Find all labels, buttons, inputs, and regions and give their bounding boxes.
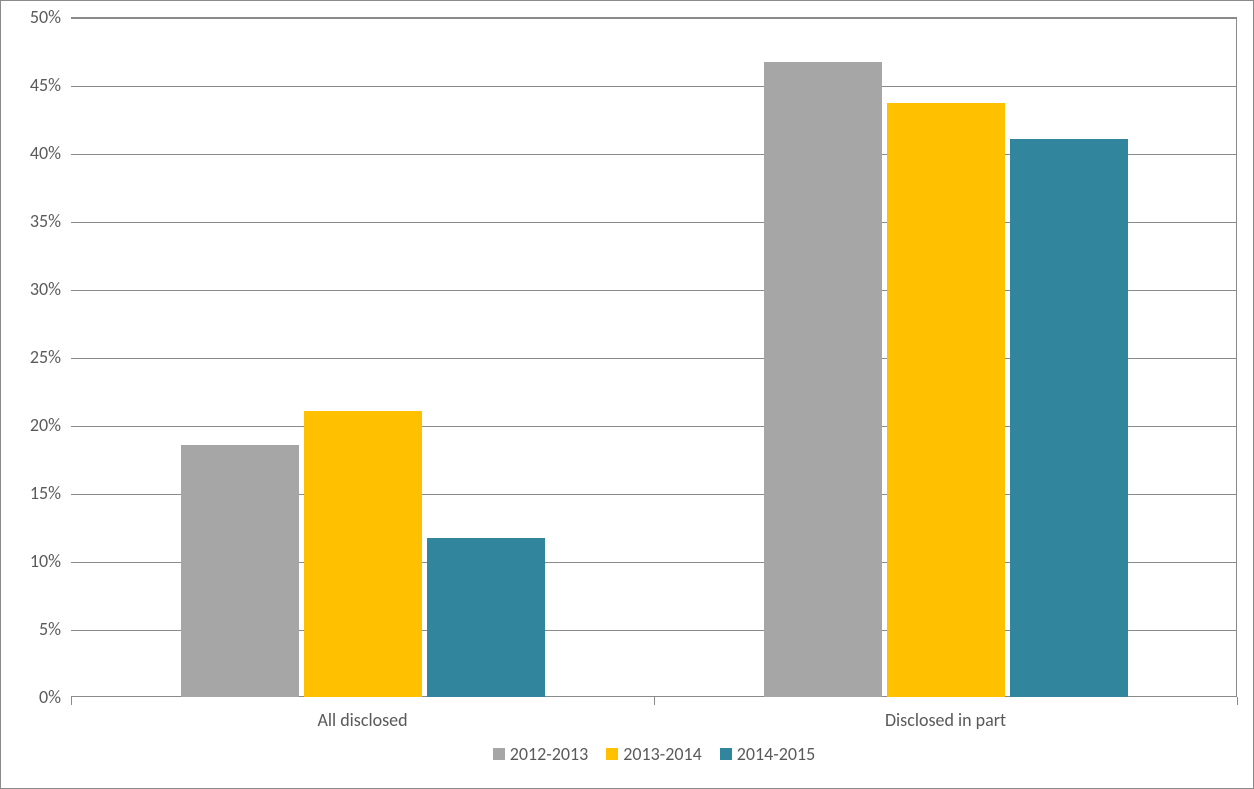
y-axis-label: 25% <box>1 346 61 368</box>
bar <box>1010 139 1128 697</box>
bar <box>181 445 299 697</box>
y-axis-label: 35% <box>1 210 61 232</box>
y-axis-label: 15% <box>1 482 61 504</box>
legend: 2012-2013 2013-2014 2014-2015 <box>71 743 1237 765</box>
legend-swatch <box>493 748 505 760</box>
legend-item: 2012-2013 <box>493 743 589 765</box>
y-axis-label: 0% <box>1 686 61 708</box>
x-tick <box>71 697 72 705</box>
x-axis-label: All disclosed <box>317 709 407 731</box>
legend-item: 2014-2015 <box>720 743 816 765</box>
legend-label: 2012-2013 <box>510 743 589 765</box>
y-axis-label: 30% <box>1 278 61 300</box>
plot-area <box>71 17 1237 697</box>
x-tick <box>1237 697 1238 705</box>
bar <box>427 538 545 697</box>
bar <box>304 411 422 697</box>
x-tick <box>654 697 655 705</box>
legend-swatch <box>606 748 618 760</box>
y-axis-label: 45% <box>1 74 61 96</box>
y-axis-label: 20% <box>1 414 61 436</box>
bar <box>887 103 1005 697</box>
legend-swatch <box>720 748 732 760</box>
gridline <box>71 86 1236 87</box>
y-axis-label: 10% <box>1 550 61 572</box>
legend-label: 2013-2014 <box>623 743 702 765</box>
x-axis-label: Disclosed in part <box>885 709 1006 731</box>
y-axis-label: 40% <box>1 142 61 164</box>
bar-chart: 0% 5% 10% 15% 20% 25% 30% 35% 40% 45% 50% All discl… <box>0 0 1254 789</box>
bar <box>764 62 882 697</box>
y-axis-label: 50% <box>1 6 61 28</box>
legend-label: 2014-2015 <box>737 743 816 765</box>
y-axis-label: 5% <box>1 618 61 640</box>
legend-item: 2013-2014 <box>606 743 702 765</box>
gridline <box>71 18 1236 19</box>
